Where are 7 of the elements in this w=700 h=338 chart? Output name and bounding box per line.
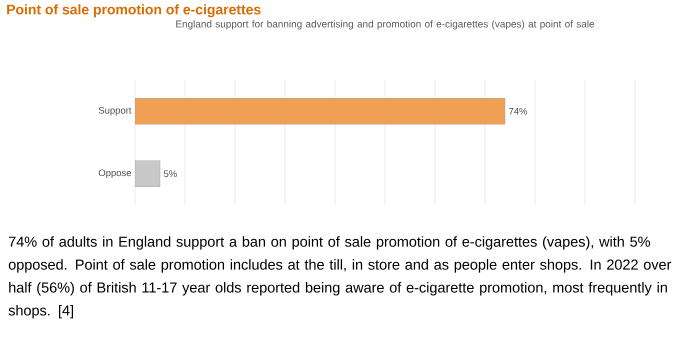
data-label: 5% — [164, 170, 177, 178]
data-label: 74% — [509, 108, 528, 115]
chart-subtitle: England support for banning advertising and promotion of e-cigarettes (vapes) at point of sale — [176, 20, 594, 30]
y-tick-label: Support — [98, 106, 132, 116]
text: 74% of adults in England support a ban on point of sale promotion of e-cigarettes (vapes), with 5% opposed. Point of sale promotion includes at the till, in store and as people enter shops. In 2022 over half (56%) of British 11-17 year olds reported being aware of e-cigarette promotion, most frequently in shops. [4] — [8, 236, 672, 318]
y-tick-label: Oppose — [98, 169, 132, 178]
chart-title: Point of sale promotion of e-cigarettes — [7, 4, 261, 18]
